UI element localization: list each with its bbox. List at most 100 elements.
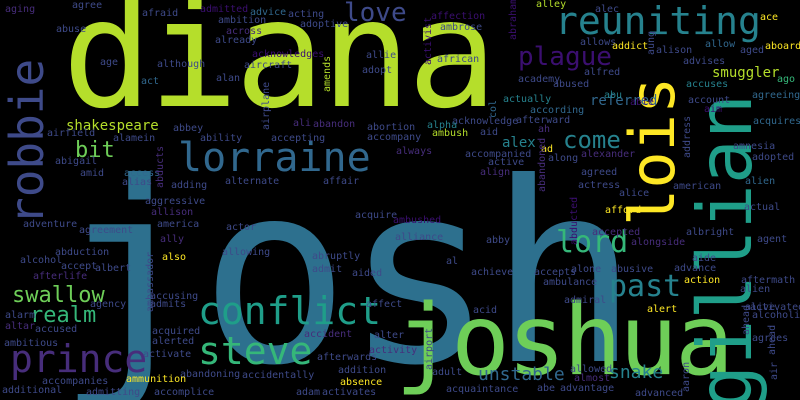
word: admit: [312, 264, 343, 275]
word: absence: [340, 377, 383, 388]
word: albright: [686, 227, 735, 238]
word: allow: [705, 39, 736, 50]
word: admits: [150, 299, 187, 310]
word: love: [344, 0, 407, 28]
word: abbey: [173, 123, 204, 134]
word: accuses: [686, 79, 729, 90]
word: ambition: [218, 15, 267, 26]
word: accepts: [534, 267, 577, 278]
word: abusive: [611, 264, 654, 275]
word: agreed: [581, 167, 618, 178]
word: ah: [538, 124, 551, 135]
word: alerted: [152, 336, 195, 347]
word: agreement: [79, 225, 134, 236]
word: america: [157, 219, 200, 230]
word: josh: [55, 129, 639, 400]
word: reuniting: [555, 0, 761, 43]
word: account: [688, 95, 731, 106]
word: steve: [198, 329, 313, 373]
word: act: [141, 76, 160, 87]
word: airfield: [47, 128, 96, 139]
word: ambushed: [393, 215, 442, 226]
word: ally: [160, 234, 185, 245]
word: along: [548, 153, 579, 164]
word: already: [215, 35, 258, 46]
word: agreeing: [752, 90, 800, 101]
word: agent: [757, 234, 788, 245]
word: altar: [5, 321, 36, 332]
word: action: [684, 275, 721, 286]
word: alan: [216, 73, 241, 84]
word: unstable: [478, 364, 565, 385]
word: amnesia: [733, 141, 776, 152]
word: allowing: [222, 247, 271, 258]
word: activate: [143, 349, 192, 360]
word: admiral: [564, 295, 607, 306]
word: accident: [304, 329, 353, 340]
word: abducted: [569, 196, 580, 245]
word: academy: [518, 74, 561, 85]
word: accompany: [367, 132, 422, 143]
word: referred: [590, 93, 658, 109]
word: abuse: [56, 24, 87, 35]
word: aggressive: [145, 196, 206, 207]
word: adult: [432, 367, 463, 378]
word: abandoned: [537, 137, 548, 192]
word: alcoholic: [752, 310, 800, 321]
word: aboard: [765, 41, 800, 52]
word: prince: [10, 337, 148, 381]
word: acting: [288, 9, 325, 20]
word: alternate: [225, 176, 280, 187]
word: abe: [537, 383, 556, 394]
word: address: [682, 115, 693, 158]
word: adopt: [362, 65, 393, 76]
word: alcohol: [20, 255, 63, 266]
word: addition: [338, 365, 387, 376]
word: accidentally: [242, 370, 315, 381]
word: accusing: [150, 291, 199, 302]
word: abandon: [313, 119, 356, 130]
word: affect: [366, 299, 403, 310]
word: afterwards: [317, 352, 378, 363]
word: aged: [740, 45, 765, 56]
word: diana: [62, 0, 498, 142]
word: swallow: [12, 283, 105, 308]
word: alarm: [5, 310, 36, 321]
word: alive: [745, 302, 776, 313]
word: accomplice: [154, 387, 215, 398]
word: amid: [80, 168, 105, 179]
word: alone: [571, 264, 602, 275]
word: adding: [171, 180, 208, 191]
word: addict: [612, 41, 649, 52]
word: abandoning: [180, 369, 241, 380]
word: airport: [424, 327, 435, 370]
word: accused: [35, 324, 78, 335]
word: acquaintance: [446, 384, 519, 395]
word: abraham: [508, 0, 519, 40]
word: actually: [503, 94, 552, 105]
word: smuggler: [712, 65, 780, 81]
word: lord: [556, 225, 629, 260]
word: advantage: [560, 383, 615, 394]
word: accepted: [592, 227, 641, 238]
word: always: [396, 146, 433, 157]
word: aided: [352, 268, 383, 279]
word: affair: [323, 176, 360, 187]
word: accompanied: [465, 149, 532, 160]
word: allows: [580, 37, 617, 48]
word: adopted: [752, 152, 795, 163]
word: acquires: [753, 116, 800, 127]
word: alter: [374, 330, 405, 341]
word: afterlife: [33, 271, 88, 282]
word: ace: [760, 12, 779, 23]
word: adam: [296, 387, 321, 398]
word: abducts: [155, 145, 166, 188]
word: additional: [2, 385, 63, 396]
word: shakespeare: [66, 118, 159, 134]
word: ammunition: [126, 374, 187, 385]
word: afraid: [142, 8, 179, 19]
word: ali: [293, 118, 312, 129]
word: advance: [674, 263, 717, 274]
word: alice: [619, 188, 650, 199]
word: alison: [656, 45, 693, 56]
